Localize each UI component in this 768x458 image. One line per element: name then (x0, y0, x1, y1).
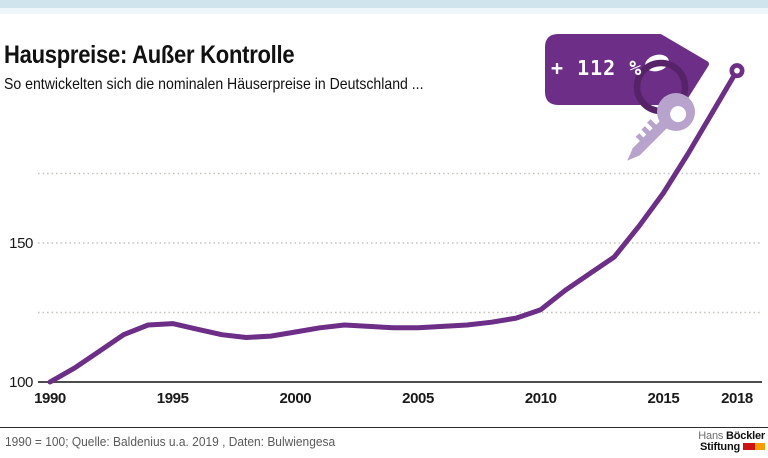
logo-red-bar (743, 443, 755, 450)
x-tick-2015: 2015 (648, 390, 680, 407)
y-tick-100: 100 (9, 374, 33, 391)
price-tag-illustration: + 112 % (545, 34, 709, 161)
endpoint-marker (729, 63, 745, 79)
hans-boeckler-stiftung-logo: Hans Böckler Stiftung (698, 431, 765, 453)
y-tick-150: 150 (9, 235, 33, 252)
x-tick-2018: 2018 (721, 390, 753, 407)
source-note: 1990 = 100; Quelle: Baldenius u.a. 2019 … (5, 434, 336, 449)
x-axis-labels: 1990 1995 2000 2005 2010 2015 2018 (34, 390, 753, 407)
x-tick-2010: 2010 (525, 390, 557, 407)
page-subtitle: So entwickelten sich die nominalen Häuse… (4, 76, 424, 93)
x-tick-1990: 1990 (34, 390, 66, 407)
gridlines (38, 172, 762, 383)
price-tag-shape (545, 34, 709, 105)
footer: 1990 = 100; Quelle: Baldenius u.a. 2019 … (0, 427, 768, 458)
key-icon (627, 93, 695, 161)
x-tick-1995: 1995 (157, 390, 189, 407)
price-line-layer (47, 63, 745, 385)
top-accent-bar (0, 0, 768, 8)
price-line (47, 68, 740, 385)
top-accent-bar-fade (0, 8, 768, 14)
y-axis-labels: 100 150 (9, 235, 33, 391)
page-title: Hauspreise: Außer Kontrolle (4, 40, 295, 69)
logo-line2: Stiftung (698, 442, 765, 453)
x-tick-2000: 2000 (279, 390, 311, 407)
logo-color-bars (743, 442, 765, 450)
logo-orange-bar (755, 443, 765, 450)
logo-line1: Hans Böckler (698, 430, 765, 442)
x-tick-2005: 2005 (402, 390, 434, 407)
tag-label: + 112 % (551, 56, 642, 80)
